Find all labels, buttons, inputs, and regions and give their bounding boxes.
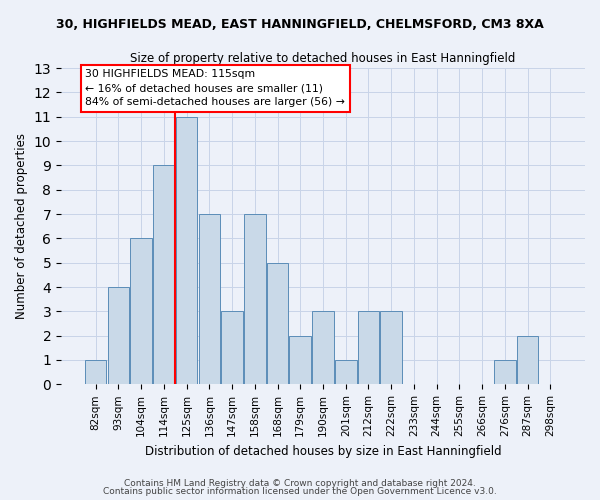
- Bar: [335, 360, 356, 384]
- Y-axis label: Number of detached properties: Number of detached properties: [15, 133, 28, 319]
- Bar: [130, 238, 152, 384]
- Text: 30 HIGHFIELDS MEAD: 115sqm
← 16% of detached houses are smaller (11)
84% of semi: 30 HIGHFIELDS MEAD: 115sqm ← 16% of deta…: [85, 70, 345, 108]
- Text: Contains public sector information licensed under the Open Government Licence v3: Contains public sector information licen…: [103, 487, 497, 496]
- Bar: [494, 360, 516, 384]
- Bar: [85, 360, 106, 384]
- Title: Size of property relative to detached houses in East Hanningfield: Size of property relative to detached ho…: [130, 52, 516, 66]
- Bar: [358, 312, 379, 384]
- Bar: [517, 336, 538, 384]
- Bar: [244, 214, 266, 384]
- Bar: [153, 166, 175, 384]
- Bar: [267, 262, 289, 384]
- X-axis label: Distribution of detached houses by size in East Hanningfield: Distribution of detached houses by size …: [145, 444, 502, 458]
- Text: Contains HM Land Registry data © Crown copyright and database right 2024.: Contains HM Land Registry data © Crown c…: [124, 478, 476, 488]
- Bar: [380, 312, 402, 384]
- Bar: [199, 214, 220, 384]
- Bar: [289, 336, 311, 384]
- Bar: [176, 116, 197, 384]
- Bar: [107, 287, 129, 384]
- Bar: [312, 312, 334, 384]
- Bar: [221, 312, 243, 384]
- Text: 30, HIGHFIELDS MEAD, EAST HANNINGFIELD, CHELMSFORD, CM3 8XA: 30, HIGHFIELDS MEAD, EAST HANNINGFIELD, …: [56, 18, 544, 30]
